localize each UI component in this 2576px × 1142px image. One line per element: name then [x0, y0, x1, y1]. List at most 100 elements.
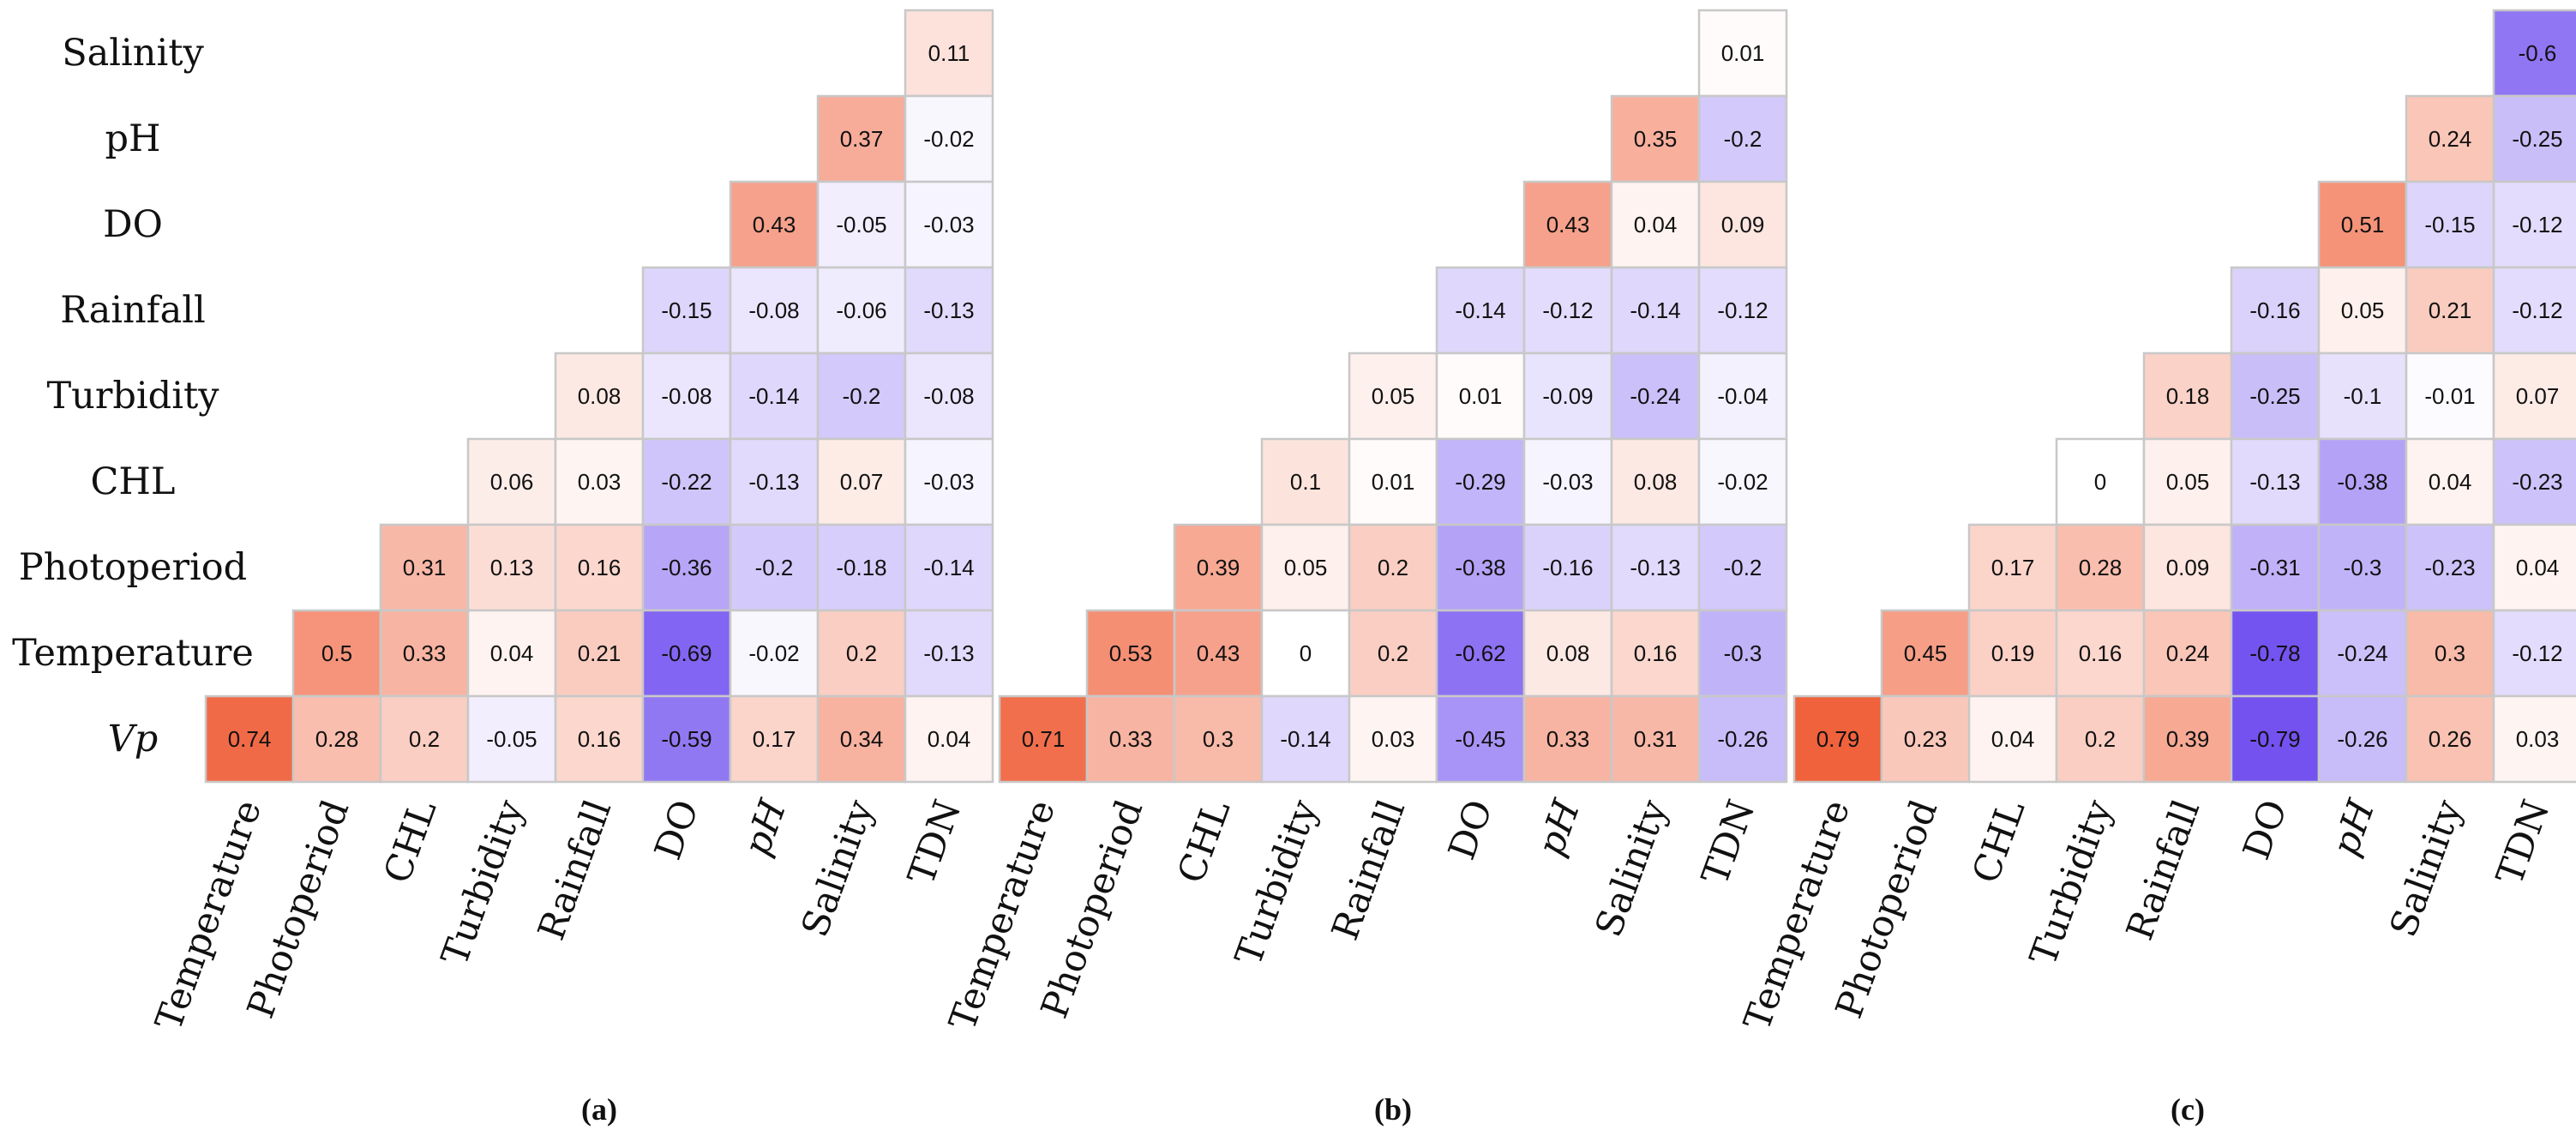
cell-value-label: -0.2	[1724, 126, 1762, 152]
cell-value-label: -0.13	[1630, 555, 1680, 580]
heatmap-cell	[904, 609, 994, 698]
cell-value-label: -0.14	[1280, 726, 1330, 752]
heatmap-cell	[1522, 523, 1613, 612]
cell-value-label: 0.04	[1634, 212, 1678, 237]
column-label-chl: CHL	[1965, 795, 2034, 889]
cell-value-label: 0.19	[1991, 640, 2035, 666]
cell-value-label: -0.13	[748, 469, 799, 495]
heatmap-cell	[2055, 694, 2146, 784]
cell-value-label: 0.45	[1904, 640, 1948, 666]
cell-value-label: -0.05	[486, 726, 537, 752]
cell-value-label: -0.08	[923, 383, 974, 409]
heatmap-cell	[466, 437, 557, 526]
row-label-do: DO	[103, 203, 163, 246]
heatmap-cell	[2492, 94, 2576, 183]
cell-value-label: -0.12	[1542, 298, 1593, 323]
heatmap-cell	[1880, 609, 1971, 698]
cell-value-label: -0.2	[755, 555, 794, 580]
cell-value-label: 0.08	[578, 383, 621, 409]
heatmap-cell	[2492, 266, 2576, 355]
cell-value-label: 0.03	[1372, 726, 1415, 752]
cell-value-label: 0.39	[1197, 555, 1240, 580]
heatmap-cell	[816, 523, 907, 612]
cell-value-label: -0.15	[2424, 212, 2475, 237]
cell-value-label: 0.37	[840, 126, 884, 152]
column-label-ph: pH	[736, 793, 796, 862]
heatmap-cell	[554, 437, 645, 526]
cell-value-label: 0.05	[2166, 469, 2210, 495]
cell-value-label: -0.13	[923, 298, 974, 323]
heatmap-cell	[1610, 94, 1701, 183]
heatmap-cell	[1435, 437, 1526, 526]
cell-value-label: 0.04	[490, 640, 534, 666]
heatmap-cell	[1260, 523, 1351, 612]
heatmap-cell	[1697, 266, 1788, 355]
cell-value-label: -0.14	[923, 555, 974, 580]
cell-value-label: -0.15	[661, 298, 712, 323]
cell-value-label: 0.17	[1991, 555, 2035, 580]
cell-value-label: 0.28	[2079, 555, 2123, 580]
cell-value-label: 0	[2094, 469, 2106, 495]
cell-value-label: 0	[1300, 640, 1312, 666]
heatmap-cell	[1967, 609, 2058, 698]
cell-value-label: 0.5	[321, 640, 352, 666]
heatmap-cell	[2317, 694, 2408, 784]
cell-value-label: 0.01	[1721, 40, 1765, 66]
heatmap-cell	[2405, 694, 2495, 784]
row-label-ph: pH	[105, 117, 160, 160]
cell-value-label: 0.34	[840, 726, 884, 752]
heatmap-cell	[2492, 523, 2576, 612]
cell-value-label: 0.04	[1991, 726, 2035, 752]
heatmap-cell	[904, 694, 994, 784]
cell-value-label: -0.2	[843, 383, 881, 409]
cell-value-label: -0.08	[748, 298, 799, 323]
cell-value-label: 0.79	[1816, 726, 1860, 752]
heatmap-cell	[2405, 523, 2495, 612]
heatmap-cell	[1697, 694, 1788, 784]
heatmap-cell	[1522, 352, 1613, 441]
cell-value-label: 0.18	[2166, 383, 2210, 409]
heatmap-cell	[1967, 694, 2058, 784]
heatmap-cell	[904, 523, 994, 612]
cell-value-label: 0.03	[2516, 726, 2560, 752]
heatmap-cell	[466, 609, 557, 698]
heatmap-cell	[2317, 352, 2408, 441]
cell-value-label: 0.51	[2341, 212, 2385, 237]
cell-value-label: -0.22	[661, 469, 712, 495]
column-label-tdn: TDN	[2489, 795, 2558, 891]
cell-value-label: -0.06	[836, 298, 886, 323]
cell-value-label: -0.14	[748, 383, 799, 409]
row-label-vp: Vp	[108, 718, 159, 760]
cell-value-label: 0.2	[1378, 640, 1408, 666]
cell-value-label: -0.24	[2337, 640, 2387, 666]
heatmap-cell	[2405, 180, 2495, 269]
heatmap-cell	[1697, 437, 1788, 526]
heatmap-cell	[2492, 437, 2576, 526]
cell-value-label: -0.25	[2512, 126, 2562, 152]
heatmap-cell	[1697, 609, 1788, 698]
heatmap-panel-c: -0.6 0.24 -0.25 0.51 -0.15 -0.12 -0.16 0.05 0.21…	[1736, 9, 2576, 1127]
cell-value-label: 0.43	[753, 212, 796, 237]
cell-value-label: -0.1	[2344, 383, 2382, 409]
cell-value-label: 0.16	[1634, 640, 1678, 666]
column-label-rainfall: Rainfall	[2118, 795, 2208, 946]
heatmap-cell	[2492, 9, 2576, 98]
heatmap-cell	[1522, 609, 1613, 698]
cell-value-label: -0.04	[1717, 383, 1768, 409]
cell-value-label: -0.03	[1542, 469, 1593, 495]
heatmap-panel-a: 0.11 0.37 -0.02 0.43 -0.05 -0.03 -0.15 -0.08 -0.…	[147, 9, 994, 1127]
heatmap-cell	[466, 694, 557, 784]
cell-value-label: 0.1	[1290, 469, 1321, 495]
heatmap-cell	[2055, 523, 2146, 612]
heatmap-cell	[2230, 694, 2321, 784]
cell-value-label: -0.03	[923, 469, 974, 495]
column-label-salinity: Salinity	[2382, 794, 2471, 942]
heatmap-cell	[554, 694, 645, 784]
cell-value-label: -0.59	[661, 726, 712, 752]
heatmap-cell	[2317, 266, 2408, 355]
column-label-do: DO	[2236, 795, 2297, 866]
cell-value-label: -0.26	[2337, 726, 2387, 752]
heatmap-cell	[816, 94, 907, 183]
panel-caption: (c)	[2171, 1092, 2205, 1127]
cell-value-label: 0.04	[928, 726, 971, 752]
